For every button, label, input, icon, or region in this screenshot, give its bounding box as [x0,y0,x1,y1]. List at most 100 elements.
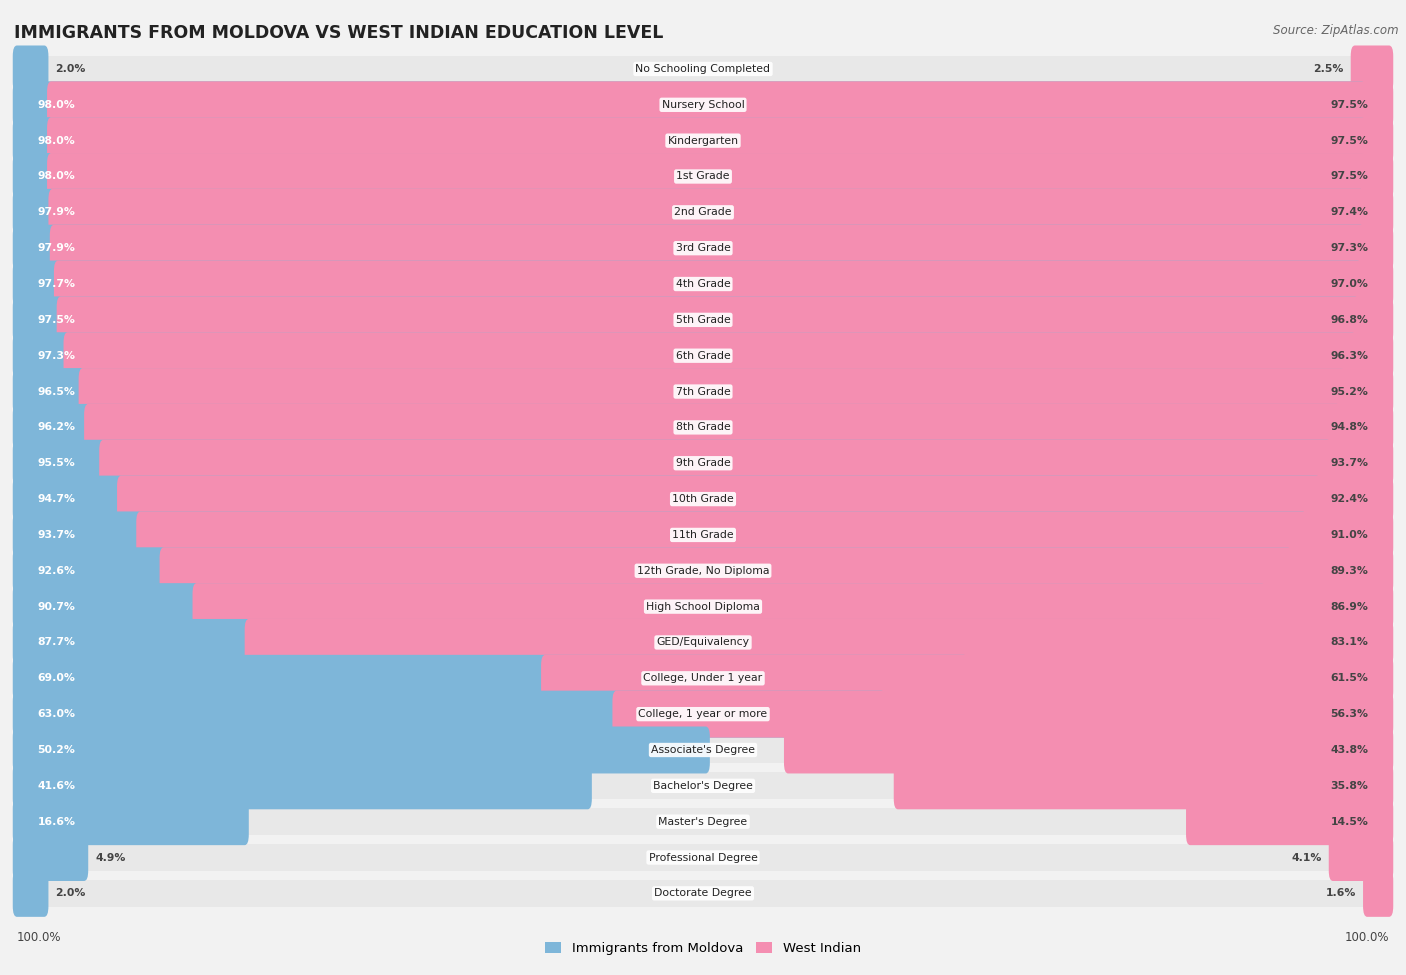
Text: 97.5%: 97.5% [1330,136,1368,145]
Text: 56.3%: 56.3% [1330,709,1368,720]
FancyBboxPatch shape [13,260,1361,307]
Text: 4th Grade: 4th Grade [676,279,730,289]
Text: 50.2%: 50.2% [38,745,76,755]
Text: 97.5%: 97.5% [1330,172,1368,181]
Text: 100.0%: 100.0% [17,931,62,945]
FancyBboxPatch shape [100,440,1393,487]
Text: 16.6%: 16.6% [38,817,76,827]
FancyBboxPatch shape [136,512,1393,559]
Bar [17,879,1389,907]
FancyBboxPatch shape [13,46,48,93]
Text: 97.4%: 97.4% [1330,208,1368,217]
Text: 97.3%: 97.3% [1330,243,1368,254]
FancyBboxPatch shape [1351,46,1393,93]
FancyBboxPatch shape [13,655,967,702]
FancyBboxPatch shape [160,547,1393,594]
Text: 97.9%: 97.9% [38,208,76,217]
Text: Source: ZipAtlas.com: Source: ZipAtlas.com [1274,24,1399,37]
Text: 11th Grade: 11th Grade [672,530,734,540]
FancyBboxPatch shape [13,547,1292,594]
Bar [17,414,1389,441]
FancyBboxPatch shape [84,404,1393,450]
FancyBboxPatch shape [13,224,1364,272]
FancyBboxPatch shape [53,260,1393,307]
FancyBboxPatch shape [1187,799,1393,845]
FancyBboxPatch shape [13,117,1365,164]
FancyBboxPatch shape [613,690,1393,738]
Text: 93.7%: 93.7% [38,530,76,540]
Text: 35.8%: 35.8% [1330,781,1368,791]
FancyBboxPatch shape [79,369,1393,415]
Text: Professional Degree: Professional Degree [648,852,758,863]
FancyBboxPatch shape [13,189,1364,236]
Bar [17,736,1389,763]
Bar [17,235,1389,261]
Text: 2nd Grade: 2nd Grade [675,208,731,217]
Text: 87.7%: 87.7% [38,638,76,647]
FancyBboxPatch shape [13,799,249,845]
Text: 96.8%: 96.8% [1330,315,1368,325]
Bar [17,844,1389,871]
Bar [17,92,1389,118]
FancyBboxPatch shape [13,476,1320,523]
FancyBboxPatch shape [13,726,710,773]
FancyBboxPatch shape [56,296,1393,343]
FancyBboxPatch shape [48,189,1393,236]
Text: 69.0%: 69.0% [38,674,76,683]
Text: 97.3%: 97.3% [38,351,76,361]
Bar [17,701,1389,727]
FancyBboxPatch shape [13,512,1306,559]
Text: 89.3%: 89.3% [1330,566,1368,576]
Text: 96.2%: 96.2% [38,422,76,432]
FancyBboxPatch shape [46,81,1393,129]
Text: 7th Grade: 7th Grade [676,386,730,397]
Text: 98.0%: 98.0% [38,99,75,110]
Text: 98.0%: 98.0% [38,136,75,145]
Text: 63.0%: 63.0% [38,709,76,720]
Text: 2.0%: 2.0% [55,64,86,74]
Text: 43.8%: 43.8% [1330,745,1368,755]
Text: 97.9%: 97.9% [38,243,76,254]
FancyBboxPatch shape [245,619,1393,666]
Text: 14.5%: 14.5% [1330,817,1368,827]
Text: 95.5%: 95.5% [38,458,75,468]
FancyBboxPatch shape [1329,834,1393,881]
Text: Nursery School: Nursery School [662,99,744,110]
Bar [17,378,1389,405]
FancyBboxPatch shape [13,440,1331,487]
Text: 1st Grade: 1st Grade [676,172,730,181]
Text: 10th Grade: 10th Grade [672,494,734,504]
FancyBboxPatch shape [49,224,1393,272]
Text: 96.3%: 96.3% [1330,351,1368,361]
Text: 9th Grade: 9th Grade [676,458,730,468]
Text: 100.0%: 100.0% [1344,931,1389,945]
Text: Associate's Degree: Associate's Degree [651,745,755,755]
FancyBboxPatch shape [13,690,886,738]
Text: 5th Grade: 5th Grade [676,315,730,325]
Text: Doctorate Degree: Doctorate Degree [654,888,752,898]
Text: 4.1%: 4.1% [1292,852,1322,863]
FancyBboxPatch shape [63,332,1393,379]
Text: 86.9%: 86.9% [1330,602,1368,611]
Text: High School Diploma: High School Diploma [647,602,759,611]
FancyBboxPatch shape [46,153,1393,200]
Bar [17,665,1389,691]
Text: 97.0%: 97.0% [1330,279,1368,289]
FancyBboxPatch shape [13,834,89,881]
FancyBboxPatch shape [117,476,1393,523]
Text: 3rd Grade: 3rd Grade [675,243,731,254]
Text: 8th Grade: 8th Grade [676,422,730,432]
Legend: Immigrants from Moldova, West Indian: Immigrants from Moldova, West Indian [540,936,866,960]
Text: 98.0%: 98.0% [38,172,75,181]
Bar [17,449,1389,477]
Bar [17,593,1389,620]
FancyBboxPatch shape [13,762,592,809]
Text: 92.6%: 92.6% [38,566,76,576]
Bar [17,306,1389,333]
FancyBboxPatch shape [13,870,48,916]
Bar [17,522,1389,548]
Text: 6th Grade: 6th Grade [676,351,730,361]
Bar [17,486,1389,513]
Bar [17,199,1389,226]
FancyBboxPatch shape [1362,870,1393,916]
